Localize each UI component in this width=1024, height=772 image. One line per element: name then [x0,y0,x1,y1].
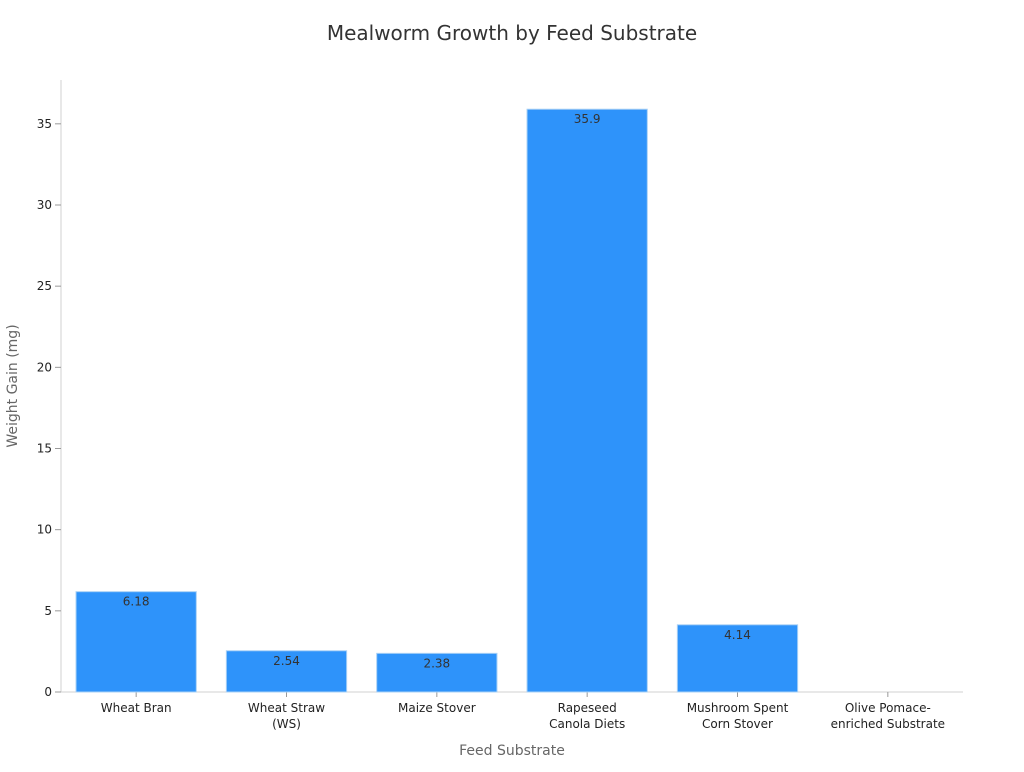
y-tick-label: 10 [37,523,52,537]
bar [376,652,498,693]
y-axis: 0 5 10 15 20 25 30 35 [37,80,62,699]
x-tick-label: Maize Stover [398,701,476,715]
x-tick-label-line: Canola Diets [549,717,625,731]
x-tick-label-line: Wheat Bran [101,701,172,715]
bar [75,591,197,693]
y-tick-label: 15 [37,441,52,455]
y-tick-label: 30 [37,198,52,212]
bar [225,650,348,693]
x-axis-title: Feed Substrate [459,743,565,759]
data-label: 4.14 [724,628,751,642]
x-tick-label: Mushroom Spent Corn Stover [687,701,789,731]
x-tick-label: Rapeseed Canola Diets [549,701,625,731]
x-tick-label-line: Mushroom Spent [687,701,789,715]
x-tick-label-line: Rapeseed [558,701,617,715]
data-label: 2.38 [423,656,450,670]
data-labels-group: 6.18 2.54 2.38 35.9 4.14 [123,112,751,670]
x-tick-label-line: (WS) [272,717,301,731]
chart-title: Mealworm Growth by Feed Substrate [327,21,697,45]
x-tick-label: Wheat Bran [101,701,172,715]
bar [526,108,648,693]
x-tick-label-line: enriched Substrate [831,717,945,731]
x-tick-label-line: Olive Pomace- [845,701,931,715]
data-label: 2.54 [273,654,300,668]
x-tick-label-line: Maize Stover [398,701,476,715]
y-tick-label: 5 [44,604,52,618]
y-tick-label: 20 [37,360,52,374]
x-tick-label-line: Corn Stover [702,717,773,731]
bar [676,624,799,693]
y-tick-label: 35 [37,117,52,131]
x-tick-label-line: Wheat Straw [248,701,325,715]
y-tick-label: 25 [37,279,52,293]
x-tick-label: Wheat Straw (WS) [248,701,325,731]
y-axis-title: Weight Gain (mg) [5,324,21,447]
data-label: 6.18 [123,595,150,609]
x-axis: Wheat Bran Wheat Straw (WS) Maize Stover Rap… [61,691,963,731]
x-tick-label: Olive Pomace-enriched Substrate [831,701,945,731]
bars-group [75,108,799,693]
y-tick-label: 0 [44,685,52,699]
data-label: 35.9 [574,112,601,126]
